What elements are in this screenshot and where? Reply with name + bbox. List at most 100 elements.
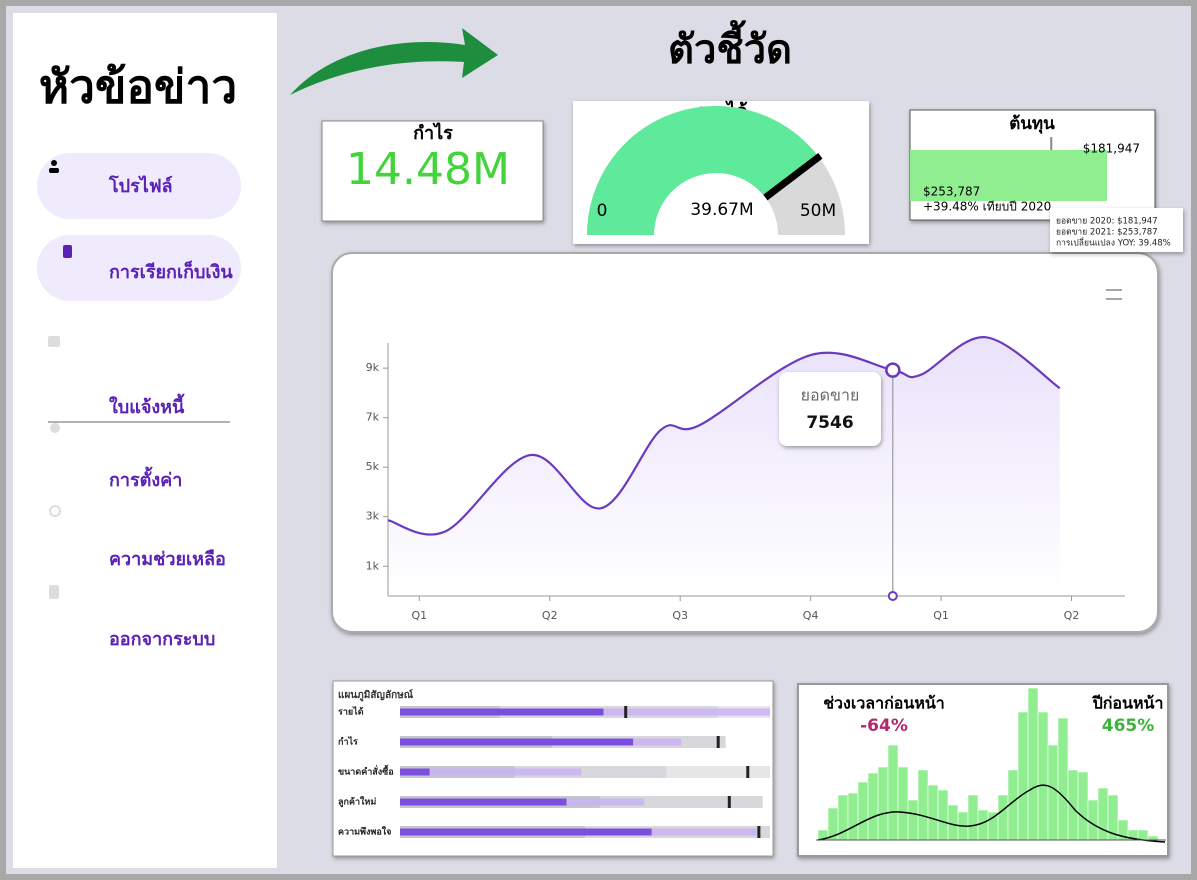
histogram-bar — [897, 766, 909, 841]
tooltip-label: ยอดขาย — [801, 386, 860, 405]
target — [716, 736, 720, 748]
stat-title: ช่วงเวลาก่อนหน้า — [823, 694, 945, 713]
hover-foot — [887, 591, 898, 601]
histogram-bar — [1057, 717, 1069, 841]
row-label: ความพึงพอใจ — [338, 826, 391, 838]
histogram-bar — [907, 799, 919, 841]
histogram-bar — [867, 772, 879, 841]
target — [757, 826, 761, 838]
x-tick-label: Q2 — [1064, 609, 1080, 622]
tooltip-value: 7546 — [806, 413, 853, 433]
gauge-value — [587, 105, 819, 235]
nav-item[interactable]: โปรไฟล์ — [108, 175, 173, 197]
histogram-bar — [1067, 769, 1079, 841]
y-tick-label: 1k — [366, 559, 380, 572]
row-label: ขนาดคำสั่งซื้อ — [338, 765, 394, 778]
nav-item[interactable]: ออกจากระบบ — [109, 629, 215, 650]
histogram-bar — [877, 766, 889, 841]
value-label: $253,787 — [923, 185, 980, 199]
icon — [50, 423, 60, 433]
y-tick-label: 7k — [366, 411, 380, 424]
nav-pill[interactable] — [37, 153, 241, 219]
cost-bar — [910, 150, 1107, 201]
arrow — [290, 28, 498, 95]
nav-item[interactable]: การตั้งค่า — [109, 466, 182, 491]
value-bar — [400, 708, 604, 716]
target — [727, 796, 731, 808]
density-curve — [817, 784, 1166, 843]
histogram-bar — [1137, 829, 1149, 841]
gauge-tick-label: 50M — [800, 201, 836, 221]
tooltip — [1050, 208, 1183, 252]
tooltip-line: การเปลี่ยนแปลง YOY: 39.48% — [1056, 237, 1171, 249]
histogram — [817, 687, 1159, 841]
histogram-bar — [917, 769, 929, 841]
histogram-bar — [1037, 711, 1049, 841]
sidebar-title: หัวข้อข่าว — [39, 60, 237, 114]
icon — [63, 245, 72, 258]
tooltip-line: ยอดขาย 2021: $253,787 — [1056, 228, 1158, 238]
histogram-bar — [1077, 771, 1089, 841]
x-tick-label: Q4 — [803, 609, 819, 622]
histogram-bar — [977, 809, 989, 841]
kpi-value: 14.48M — [346, 144, 510, 195]
icon — [48, 336, 60, 347]
stat-value: 465% — [1102, 716, 1155, 736]
value-label: $181,947 — [1083, 142, 1140, 156]
histogram-bar — [937, 789, 949, 841]
histogram-bar — [947, 804, 959, 841]
value-bar — [400, 798, 567, 806]
nav-item[interactable]: ใบแจ้งหนี้ — [109, 393, 186, 418]
x-tick-label: Q1 — [933, 609, 949, 622]
y-tick-label: 5k — [366, 460, 380, 473]
histogram-bar — [1097, 787, 1109, 841]
nav-item[interactable]: ความช่วยเหลือ — [109, 549, 226, 570]
projected-bar — [400, 768, 582, 776]
target — [624, 706, 628, 718]
settings-icon[interactable] — [1106, 289, 1122, 300]
page-title: ตัวชี้วัด — [668, 20, 792, 73]
line — [387, 336, 1061, 536]
value-bar — [400, 768, 430, 776]
value-bar — [400, 738, 634, 746]
nav-item[interactable]: การเรียกเก็บเงิน — [109, 260, 233, 283]
gauge-marker — [763, 153, 823, 201]
gauge-tick-label: 0 — [597, 201, 608, 221]
area — [388, 337, 1060, 596]
histogram-bar — [1017, 711, 1029, 841]
gauge-label: 39.67M — [690, 200, 753, 220]
x-tick-label: Q2 — [542, 609, 558, 622]
tooltip — [779, 372, 881, 446]
hover-point — [885, 362, 901, 378]
value-bar — [400, 828, 652, 836]
icon — [49, 505, 61, 517]
row-label: รายได้ — [338, 706, 364, 718]
row-label: ลูกค้าใหม่ — [338, 796, 376, 808]
histogram-bar — [1047, 744, 1059, 841]
x-tick-label: Q1 — [411, 609, 427, 622]
histogram-bar — [1147, 835, 1159, 841]
histogram-bar — [967, 794, 979, 841]
card-title: แผนภูมิสัญลักษณ์ — [338, 689, 414, 702]
card-title: กำไร — [413, 122, 453, 144]
stat-value: -64% — [860, 716, 908, 736]
x-tick-label: Q3 — [672, 609, 688, 622]
icon — [51, 160, 57, 166]
row-label: กำไร — [338, 736, 358, 748]
y-tick-label: 9k — [366, 361, 380, 374]
change-label: +39.48% เทียบปี 2020 — [923, 200, 1051, 214]
histogram-bar — [887, 744, 899, 841]
icon — [49, 585, 59, 599]
target — [746, 766, 750, 778]
histogram-bar — [857, 781, 869, 841]
profit-card — [321, 120, 544, 222]
histogram-bar — [1087, 799, 1099, 841]
y-tick-label: 3k — [366, 510, 380, 523]
histogram-bar — [927, 784, 939, 841]
histogram-bar — [847, 792, 859, 841]
card-title: ต้นทุน — [1009, 114, 1055, 134]
nav-pill[interactable] — [37, 235, 241, 301]
histogram-bar — [1027, 687, 1039, 841]
sidebar — [13, 13, 277, 868]
